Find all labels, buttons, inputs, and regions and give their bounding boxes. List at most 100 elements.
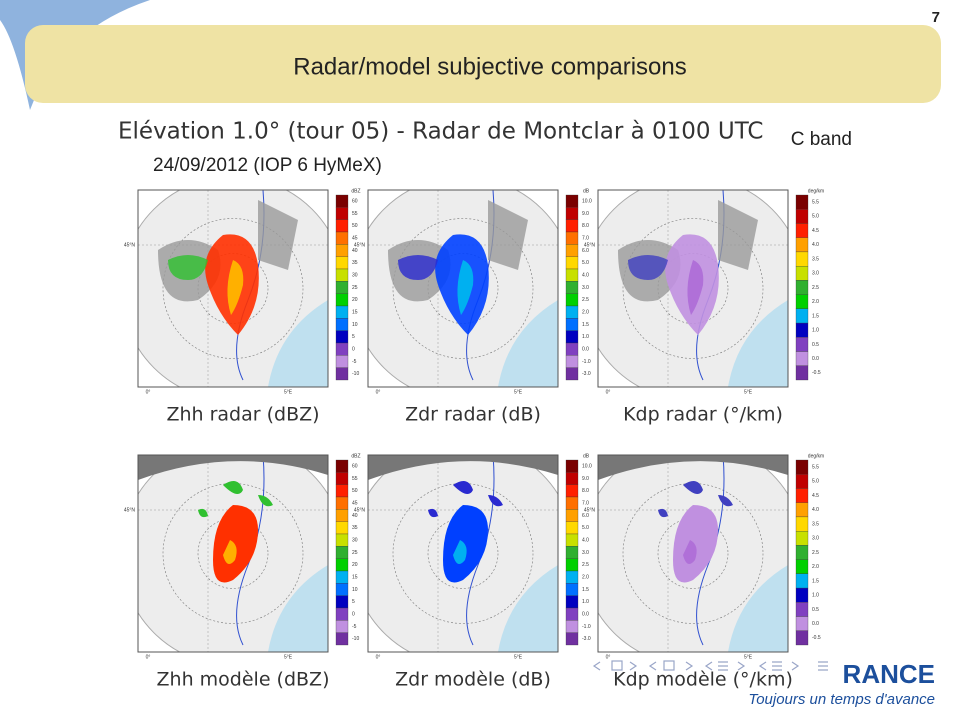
- colorbar-label: 1.5: [582, 322, 589, 328]
- colorbar-label: 1.0: [582, 599, 589, 605]
- echo: [443, 505, 488, 583]
- colorbar-label: 5.5: [812, 464, 819, 470]
- colorbar-label: -1.0: [582, 359, 591, 365]
- colorbar-label: 55: [352, 476, 358, 482]
- colorbar-segment: [565, 607, 579, 621]
- colorbar-segment: [335, 595, 349, 609]
- colorbar-label: 5.0: [582, 260, 589, 266]
- colorbar-label: 0.5: [812, 607, 819, 613]
- colorbar-segment: [335, 219, 349, 233]
- colorbar-segment: [795, 602, 809, 617]
- range-ring: [162, 218, 304, 359]
- colorbar-label: 9.0: [582, 211, 589, 217]
- colorbar-segment: [565, 472, 579, 485]
- colorbar-label: 7.0: [582, 500, 589, 506]
- radar-panel: 45°N 0° 5°E dB 10.0 9.0 8.0 7.0 6.0 5.0 4.0 3.0 2.5 2…: [354, 453, 592, 690]
- colorbar-label: 2.0: [812, 299, 819, 305]
- map-frame: [367, 454, 559, 653]
- map-lat-label: 45°N: [354, 507, 366, 513]
- colorbar-segment: [795, 502, 809, 518]
- colorbar-label: -1.0: [582, 624, 591, 630]
- colorbar-segment: [565, 256, 579, 270]
- colorbar-segment: [565, 632, 579, 646]
- echo-edge: [168, 255, 208, 280]
- echo-core: [227, 260, 244, 315]
- colorbar-label: 50: [352, 488, 358, 494]
- map-lon-label: 5°E: [514, 654, 523, 660]
- page-number: 7: [932, 9, 940, 26]
- colorbar-label: 25: [352, 285, 358, 291]
- colorbar-segment: [335, 207, 349, 220]
- colorbar-label: -3.0: [582, 636, 591, 642]
- map-lat-label: 45°N: [584, 507, 596, 513]
- header-band: [25, 25, 941, 103]
- colorbar-segment: [335, 620, 349, 633]
- sea: [268, 565, 328, 652]
- colorbar-unit: deg/km: [808, 188, 824, 194]
- colorbar-segment: [795, 251, 809, 267]
- colorbar-unit: deg/km: [808, 453, 824, 459]
- map: [598, 455, 788, 652]
- colorbar-label: 50: [352, 223, 358, 229]
- colorbar-label: 10: [352, 587, 358, 593]
- radar-panel: 45°N0° 5°EdBZ605550454035302520151050-5-1…: [124, 453, 361, 690]
- colorbar-label: 3.0: [812, 536, 819, 542]
- colorbar-segment: [565, 496, 579, 510]
- colorbar-segment: [565, 459, 579, 473]
- colorbar-segment: [335, 231, 349, 245]
- colorbar-segment: [795, 531, 809, 546]
- colorbar-segment: [795, 223, 809, 238]
- colorbar-label: 2.5: [582, 562, 589, 568]
- colorbar-segment: [795, 209, 809, 224]
- colorbar-segment: [795, 266, 809, 281]
- colorbar-label: 0.5: [812, 342, 819, 348]
- colorbar-unit: dBZ: [351, 188, 360, 194]
- colorbar-segment: [795, 337, 809, 352]
- colorbar-label: 2.5: [812, 550, 819, 556]
- colorbar-segment: [795, 459, 809, 475]
- radar-panel: 45°N 0° 5°E dB 10.0 9.0 8.0 7.0 6.0 5.0 4.0 3.0 2.5 2…: [354, 188, 592, 425]
- colorbar-label: 0.0: [582, 611, 589, 617]
- colorbar-segment: [565, 509, 579, 522]
- panel-caption: Kdp modèle (°/km): [613, 669, 793, 691]
- colorbar-label: 0.0: [812, 621, 819, 627]
- slide-title: Radar/model subjective comparisons: [293, 53, 687, 80]
- colorbar-segment: [795, 294, 809, 309]
- range-ring: [392, 218, 534, 359]
- map-lon-label: 5°E: [284, 654, 293, 660]
- echo-core: [457, 260, 474, 315]
- colorbar-label: 3.0: [582, 550, 589, 556]
- echo-core: [683, 540, 697, 564]
- colorbar-segment: [335, 509, 349, 522]
- colorbar-segment: [335, 256, 349, 270]
- colorbar-label: 2.5: [812, 285, 819, 291]
- panels: 45°N0° 5°EdBZ605550454035302520151050-5-1…: [124, 188, 824, 691]
- colorbar-segment: [565, 355, 579, 368]
- band-label: C band: [791, 129, 852, 150]
- colorbar-segment: [335, 330, 349, 344]
- map-lon-label: 5°E: [514, 389, 523, 395]
- colorbar-label: 5.0: [582, 525, 589, 531]
- colorbar-label: 30: [352, 272, 358, 278]
- blind-arc: [138, 455, 328, 480]
- colorbar-label: 7.0: [582, 235, 589, 241]
- colorbar-label: 45: [352, 500, 358, 506]
- colorbar-label: 15: [352, 309, 358, 315]
- blind-arc: [368, 455, 558, 480]
- colorbar-segment: [565, 583, 579, 596]
- river: [466, 455, 495, 646]
- colorbar-segment: [795, 308, 809, 324]
- colorbar-segment: [565, 330, 579, 344]
- colorbar-label: 3.0: [582, 285, 589, 291]
- colorbar-segment: [795, 474, 809, 489]
- colorbar-segment: [565, 484, 579, 498]
- colorbar-label: 5.0: [812, 479, 819, 485]
- sea: [728, 300, 788, 387]
- slogan: Toujours un temps d'avance: [748, 691, 935, 708]
- colorbar-label: 40: [352, 248, 358, 254]
- colorbar-segment: [335, 281, 349, 294]
- echo-edge: [398, 255, 438, 280]
- map-frame: [597, 454, 789, 653]
- colorbar-label: -10: [352, 371, 359, 377]
- colorbar-segment: [335, 194, 349, 208]
